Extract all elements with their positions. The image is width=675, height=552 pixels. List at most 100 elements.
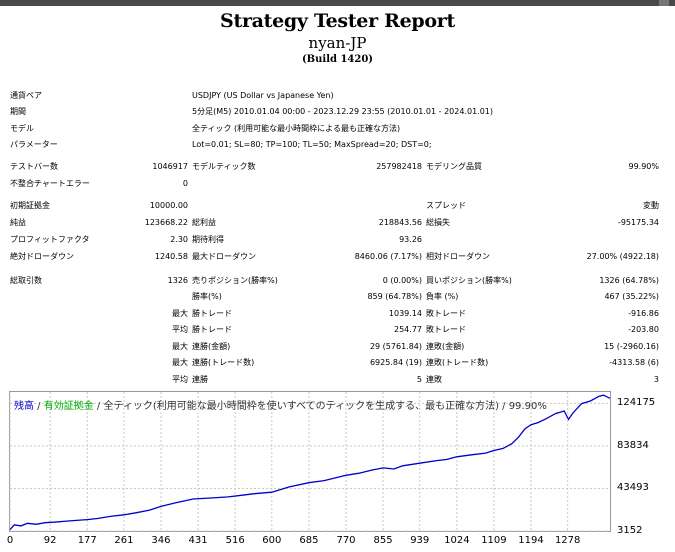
total-trades-label: 総取引数 <box>10 276 42 285</box>
x-tick-label: 685 <box>299 535 319 546</box>
gross-loss-value: -95175.34 <box>617 218 659 227</box>
window-corner <box>659 0 669 6</box>
absolute-drawdown-label: 絶対ドローダウン <box>10 252 74 261</box>
gross-profit-value: 218843.56 <box>378 218 422 227</box>
gross-profit-label: 総利益 <box>192 218 216 227</box>
ticks-label: モデルティック数 <box>192 162 256 171</box>
balance-line <box>9 394 611 531</box>
profit-trades-value: 859 (64.78%) <box>367 292 422 301</box>
x-tick-label: 770 <box>336 535 356 546</box>
maximal-label-2: 最大 <box>172 358 188 367</box>
bars-value: 1046917 <box>152 162 188 171</box>
average-consecutive-wins-value: 5 <box>416 375 422 384</box>
errors-value: 0 <box>182 179 188 188</box>
average-consecutive-losses-label: 連敗 <box>426 375 442 384</box>
expected-payoff-value: 93.26 <box>399 235 422 244</box>
x-tick-label: 431 <box>188 535 208 546</box>
consecutive-profit-value: 6925.84 (19) <box>369 358 422 367</box>
symbol-value: USDJPY (US Dollar vs Japanese Yen) <box>192 91 334 100</box>
spread-label: スプレッド <box>426 201 466 210</box>
y-tick-label: 43493 <box>617 482 649 494</box>
symbol-label: 通貨ペア <box>10 91 42 100</box>
legend-model: 全ティック(利用可能な最小時間枠を使いすべてのティックを生成する、最も正確な方法… <box>103 401 547 412</box>
consecutive-wins-amount-label: 連勝(金額) <box>192 342 231 351</box>
x-tick-label: 516 <box>225 535 245 546</box>
legend-separator: / <box>34 401 44 412</box>
average-loss-label: 敗トレード <box>426 325 466 334</box>
model-value: 全ティック (利用可能な最小時間枠による最も正確な方法) <box>192 124 401 133</box>
maximum-label-1: 最大 <box>172 342 188 351</box>
report-subtitle: nyan-JP <box>308 34 367 52</box>
period-label: 期間 <box>10 107 26 116</box>
total-trades-value: 1326 <box>167 276 188 285</box>
spread-value: 変動 <box>643 201 659 210</box>
average-profit-label: 勝トレード <box>192 325 232 334</box>
consecutive-profit-label: 連勝(トレード数) <box>192 358 255 367</box>
consecutive-loss-value: -4313.58 (6) <box>609 358 659 367</box>
relative-drawdown-label: 相対ドローダウン <box>426 252 490 261</box>
ticks-value: 257982418 <box>376 162 422 171</box>
average-consecutive-losses-value: 3 <box>653 375 659 384</box>
profit-factor-value: 2.30 <box>170 235 188 244</box>
largest-profit-value: 1039.14 <box>388 309 422 318</box>
loss-trades-label: 負率 (%) <box>426 292 459 301</box>
profit-trades-label: 勝率(%) <box>192 292 222 301</box>
loss-trades-value: 467 (35.22%) <box>604 292 659 301</box>
absolute-drawdown-value: 1240.58 <box>154 252 188 261</box>
report-title: Strategy Tester Report <box>220 10 455 32</box>
period-value: 5分足(M5) 2010.01.04 00:00 - 2023.12.29 23… <box>192 107 494 116</box>
expected-payoff-label: 期待利得 <box>192 235 224 244</box>
consecutive-wins-amount-value: 29 (5761.84) <box>369 342 422 351</box>
deposit-value: 10000.00 <box>149 201 188 210</box>
balance-chart <box>9 391 611 532</box>
long-positions-label: 買いポジション(勝率%) <box>426 276 512 285</box>
largest-loss-value: -916.86 <box>628 309 659 318</box>
y-tick-label: 83834 <box>617 439 649 451</box>
model-label: モデル <box>10 124 34 133</box>
consecutive-losses-amount-value: 15 (-2960.16) <box>604 342 659 351</box>
consecutive-loss-label: 連敗(トレード数) <box>426 358 489 367</box>
x-tick-label: 177 <box>77 535 97 546</box>
long-positions-value: 1326 (64.78%) <box>599 276 659 285</box>
average-consecutive-wins-label: 連勝 <box>192 375 208 384</box>
average-loss-value: -203.80 <box>628 325 659 334</box>
quality-value: 99.90% <box>628 162 659 171</box>
average-label: 平均 <box>172 325 188 334</box>
net-profit-value: 123668.22 <box>144 218 188 227</box>
average-profit-value: 254.77 <box>394 325 422 334</box>
net-profit-label: 純益 <box>10 218 26 227</box>
relative-drawdown-value: 27.00% (4922.18) <box>586 252 659 261</box>
consecutive-losses-amount-label: 連敗(金額) <box>426 342 465 351</box>
maximal-drawdown-label: 最大ドローダウン <box>192 252 256 261</box>
x-tick-label: 346 <box>151 535 171 546</box>
bars-label: テストバー数 <box>10 162 58 171</box>
x-tick-label: 261 <box>114 535 134 546</box>
x-tick-label: 855 <box>373 535 393 546</box>
x-tick-label: 1194 <box>518 535 544 546</box>
gross-loss-label: 総損失 <box>426 218 450 227</box>
quality-label: モデリング品質 <box>426 162 482 171</box>
largest-label: 最大 <box>172 309 188 318</box>
errors-label: 不整合チャートエラー <box>10 179 90 188</box>
x-tick-label: 1278 <box>554 535 581 546</box>
parameters-value: Lot=0.01; SL=80; TP=100; TL=50; MaxSprea… <box>192 140 432 149</box>
window-top-bar <box>0 0 675 6</box>
deposit-label: 初期証拠金 <box>10 201 50 210</box>
chart-legend: 残高 / 有効証拠金 / 全ティック(利用可能な最小時間枠を使いすべてのティック… <box>14 397 547 412</box>
build-number: (Build 1420) <box>301 54 374 65</box>
legend-balance: 残高 <box>14 401 34 412</box>
largest-loss-label: 敗トレード <box>426 309 466 318</box>
profit-factor-label: プロフィットファクタ <box>10 235 90 244</box>
legend-margin: 有効証拠金 <box>43 401 94 412</box>
legend-separator-2: / <box>93 401 104 412</box>
short-positions-label: 売りポジション(勝率%) <box>192 276 278 285</box>
y-tick-label: 3152 <box>617 525 643 536</box>
maximal-drawdown-value: 8460.06 (7.17%) <box>354 252 422 261</box>
largest-profit-label: 勝トレード <box>192 309 232 318</box>
x-tick-label: 1109 <box>481 535 507 546</box>
x-tick-label: 600 <box>262 535 282 546</box>
x-tick-label: 0 <box>6 535 14 546</box>
x-tick-label: 939 <box>410 535 430 546</box>
average-label-2: 平均 <box>172 375 188 384</box>
